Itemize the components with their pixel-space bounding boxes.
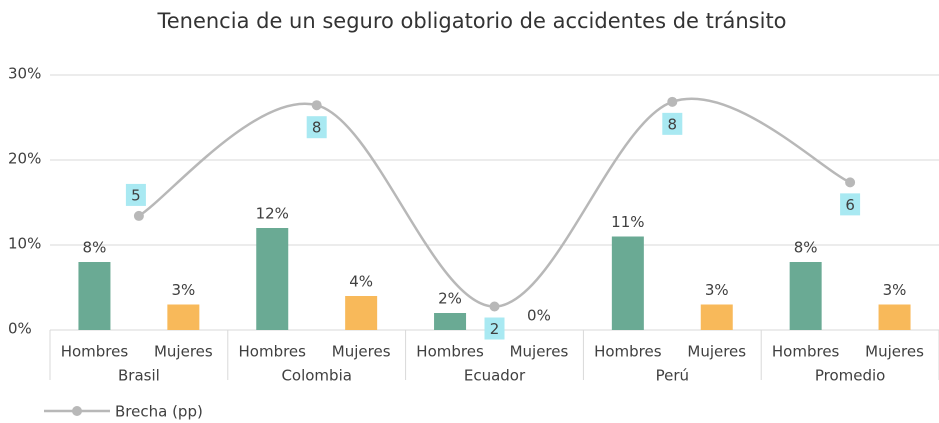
group-label: Colombia bbox=[281, 367, 352, 385]
legend-label: Brecha (pp) bbox=[115, 403, 203, 421]
y-tick-label: 30% bbox=[8, 65, 41, 83]
line bbox=[138, 97, 851, 308]
line-marker bbox=[311, 100, 322, 111]
label-box bbox=[484, 317, 505, 340]
data-label: 3% bbox=[171, 281, 195, 299]
bar bbox=[789, 262, 822, 330]
data-label: 2% bbox=[438, 290, 462, 308]
legend-marker bbox=[72, 406, 82, 416]
bar bbox=[700, 304, 733, 330]
x-tick-label: Mujeres bbox=[687, 343, 746, 361]
data-label: 8 bbox=[312, 119, 322, 137]
data-label: 8% bbox=[83, 239, 107, 257]
data-label: 11% bbox=[611, 213, 644, 231]
bar bbox=[167, 304, 200, 330]
x-tick-label: Hombres bbox=[772, 343, 840, 361]
data-label: 3% bbox=[705, 281, 729, 299]
data-label: 8% bbox=[794, 239, 818, 257]
bar bbox=[78, 262, 111, 330]
bar bbox=[434, 313, 467, 330]
line-marker bbox=[667, 96, 678, 107]
bar bbox=[345, 296, 378, 330]
data-label: 0% bbox=[527, 307, 551, 325]
label-box bbox=[662, 112, 683, 135]
line-marker bbox=[845, 177, 856, 188]
chart-title: Tenencia de un seguro obligatorio de acc… bbox=[156, 9, 786, 33]
data-label: 5 bbox=[131, 186, 141, 204]
label-box bbox=[125, 183, 146, 206]
data-label: 8 bbox=[668, 115, 678, 133]
bar bbox=[611, 236, 644, 330]
group-label: Brasil bbox=[118, 367, 160, 385]
y-tick-label: 20% bbox=[8, 150, 41, 168]
data-label: 12% bbox=[256, 205, 289, 223]
x-tick-label: Hombres bbox=[416, 343, 484, 361]
y-tick-label: 10% bbox=[8, 235, 41, 253]
bar bbox=[256, 228, 289, 330]
label-box bbox=[840, 193, 861, 216]
x-tick-label: Mujeres bbox=[154, 343, 213, 361]
data-label: 4% bbox=[349, 273, 373, 291]
y-tick-label: 0% bbox=[8, 320, 32, 338]
line-marker bbox=[489, 301, 500, 312]
x-tick-label: Mujeres bbox=[510, 343, 569, 361]
group-label: Perú bbox=[656, 367, 689, 385]
x-tick-label: Mujeres bbox=[332, 343, 391, 361]
data-label: 2 bbox=[490, 320, 500, 338]
x-tick-label: Hombres bbox=[61, 343, 129, 361]
line-marker bbox=[133, 210, 144, 221]
label-box bbox=[306, 116, 327, 139]
bar bbox=[878, 304, 911, 330]
group-label: Ecuador bbox=[464, 367, 526, 385]
x-tick-label: Mujeres bbox=[865, 343, 924, 361]
group-label: Promedio bbox=[815, 367, 886, 385]
x-tick-label: Hombres bbox=[594, 343, 662, 361]
x-tick-label: Hombres bbox=[239, 343, 307, 361]
data-label: 3% bbox=[883, 281, 907, 299]
data-label: 6 bbox=[845, 196, 855, 214]
